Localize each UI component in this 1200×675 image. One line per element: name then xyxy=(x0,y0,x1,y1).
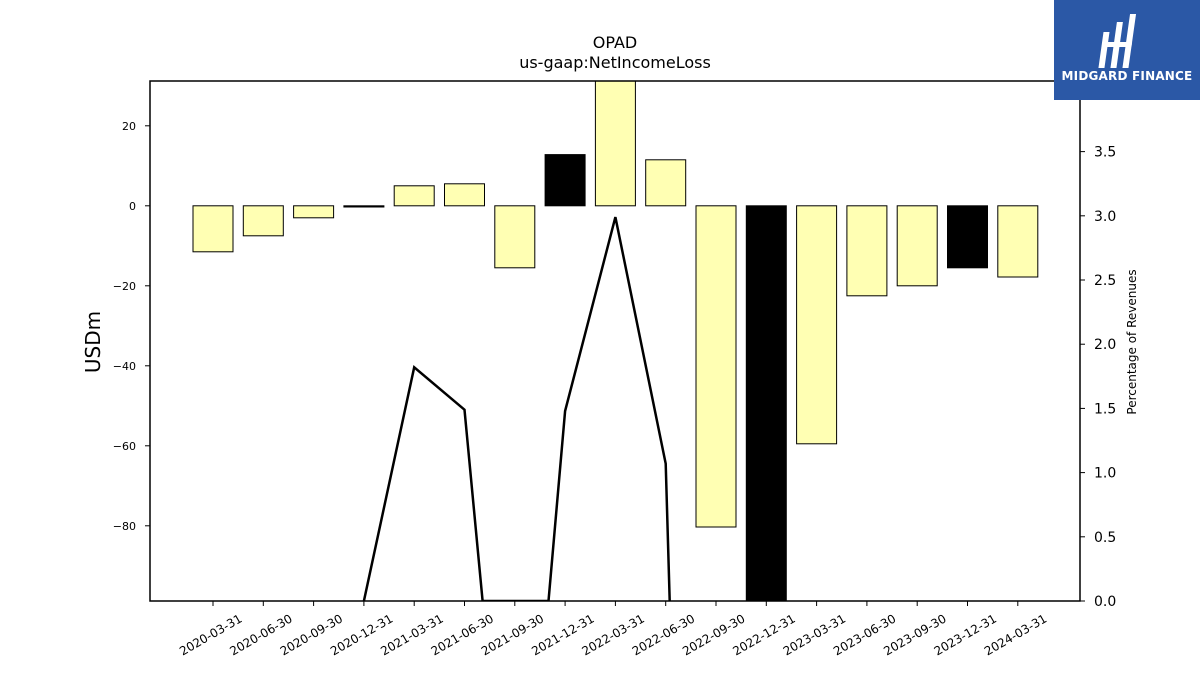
percentage-line xyxy=(362,216,671,601)
y2-tick-label: 3.0 xyxy=(1094,209,1116,225)
bar-2023-03-31 xyxy=(796,205,838,445)
y2-axis-label: Percentage of Revenues xyxy=(1125,269,1139,414)
y-tick-label: −40 xyxy=(113,360,136,373)
bar-2022-12-31 xyxy=(745,205,787,601)
y-tick-label: 0 xyxy=(129,200,136,213)
bar-2020-03-31 xyxy=(192,205,234,253)
y-tick-label: −20 xyxy=(113,280,136,293)
y-tick-label: 20 xyxy=(122,120,136,133)
y2-tick-label: 2.5 xyxy=(1094,273,1116,289)
bar-2020-06-30 xyxy=(242,205,284,237)
line-group xyxy=(362,216,671,601)
y2-tick-label: 0.0 xyxy=(1094,594,1116,610)
bars-group xyxy=(192,81,1039,601)
bar-2021-03-31 xyxy=(393,185,435,207)
brand-logo: MIDGARD FINANCE xyxy=(1054,0,1200,100)
bar-2020-12-31 xyxy=(343,205,385,208)
bar-2022-06-30 xyxy=(645,159,687,207)
bar-2024-03-31 xyxy=(997,205,1039,278)
y2-tick-label: 1.5 xyxy=(1094,401,1116,417)
bar-2020-09-30 xyxy=(293,205,335,219)
logo-wordmark: MIDGARD FINANCE xyxy=(1061,69,1193,83)
y2-tick-label: 3.5 xyxy=(1094,145,1116,161)
y2-tick-label: 1.0 xyxy=(1094,466,1116,482)
bar-2023-12-31 xyxy=(947,205,988,269)
y-tick-label: −80 xyxy=(113,520,136,533)
y-tick-label: −60 xyxy=(113,440,136,453)
y2-tick-label: 0.5 xyxy=(1094,530,1116,546)
chart-subtitle: us-gaap:NetIncomeLoss xyxy=(519,53,711,72)
y-axis-label: USDm xyxy=(81,311,105,373)
bar-2021-12-31 xyxy=(544,154,586,207)
bar-2021-06-30 xyxy=(444,183,485,207)
bar-2023-09-30 xyxy=(896,205,938,287)
bar-2022-09-30 xyxy=(695,205,737,528)
bar-2021-09-30 xyxy=(494,205,536,269)
bar-2022-03-31 xyxy=(594,81,636,207)
logo-mark-icon xyxy=(1098,14,1137,68)
chart-title: OPAD xyxy=(593,33,637,52)
bar-2023-06-30 xyxy=(846,205,888,297)
y2-tick-label: 2.0 xyxy=(1094,337,1116,353)
